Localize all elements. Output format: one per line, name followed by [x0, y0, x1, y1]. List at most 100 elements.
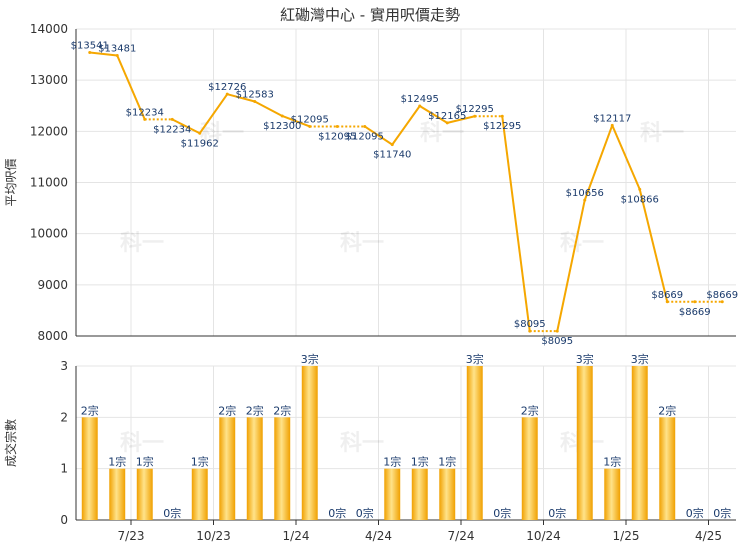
price-point [610, 123, 614, 127]
volume-bar-label: 2宗 [273, 403, 291, 417]
volume-bar [136, 468, 153, 520]
price-point [445, 121, 449, 125]
volume-bar-label: 2宗 [81, 403, 99, 417]
price-point [473, 114, 477, 118]
price-data-label: $12583 [236, 90, 274, 101]
price-point [143, 117, 147, 121]
volume-bar [301, 366, 318, 520]
watermark-text: 科一 [120, 231, 164, 256]
price-point [665, 300, 669, 304]
volume-bar-label: 1宗 [136, 455, 154, 469]
price-data-label: $8669 [651, 290, 683, 301]
volume-bar [246, 417, 263, 520]
x-tick-label: 10/24 [526, 529, 561, 543]
price-data-label: $12234 [153, 124, 191, 135]
volume-bar-label: 1宗 [191, 455, 209, 469]
price-point [170, 117, 174, 121]
price-line-segment [583, 125, 614, 201]
volume-bar [521, 417, 538, 520]
volume-bar-label: 1宗 [438, 455, 456, 469]
price-y-tick: 9000 [37, 278, 68, 292]
volume-bar [631, 366, 648, 520]
price-y-tick: 11000 [30, 176, 68, 190]
price-data-label: $12295 [456, 104, 494, 115]
volume-bar-label: 2宗 [521, 403, 539, 417]
watermark-text: 科一 [340, 231, 384, 256]
price-data-label: $8095 [541, 336, 573, 347]
price-point [693, 300, 697, 304]
volume-bar-label: 1宗 [108, 455, 126, 469]
price-data-label: $12234 [126, 107, 164, 118]
price-data-label: $8095 [514, 319, 546, 330]
price-point [418, 104, 422, 108]
price-point [363, 124, 367, 128]
x-tick-label: 4/24 [365, 529, 392, 543]
chart-title: 紅磡灣中心 - 實用呎價走勢 [280, 6, 460, 24]
price-point [583, 198, 587, 202]
price-data-label: $12300 [263, 121, 301, 132]
price-point [308, 124, 312, 128]
price-data-label: $13481 [98, 44, 136, 55]
price-y-tick: 13000 [30, 73, 68, 87]
watermark-text: 科一 [640, 121, 684, 146]
price-data-label: $12295 [483, 121, 521, 132]
price-point [115, 54, 119, 58]
price-line-segment [501, 116, 531, 332]
price-line-segment [226, 93, 256, 103]
volume-bar [81, 417, 98, 520]
price-line-segment [638, 189, 669, 303]
price-data-label: $12117 [593, 113, 631, 124]
price-line-segment [611, 124, 641, 190]
price-point [528, 329, 532, 333]
price-point [555, 329, 559, 333]
price-data-label: $8669 [679, 307, 711, 318]
x-tick-label: 1/25 [613, 529, 640, 543]
volume-bar-label: 1宗 [411, 455, 429, 469]
price-data-label: $10656 [566, 188, 604, 199]
volume-y-tick: 1 [60, 462, 68, 476]
price-data-label: $12165 [428, 111, 466, 122]
volume-bar-label: 0宗 [493, 506, 511, 520]
x-tick-label: 7/24 [448, 529, 475, 543]
volume-bar-label: 0宗 [548, 506, 566, 520]
price-line-segment [89, 51, 118, 57]
volume-y-tick: 3 [60, 359, 68, 373]
watermark-text: 科一 [420, 121, 464, 146]
price-point [720, 300, 724, 304]
watermark-text: 科一 [560, 231, 604, 256]
x-tick-label: 7/23 [118, 529, 145, 543]
price-data-label: $12495 [401, 94, 439, 105]
price-point [280, 114, 284, 118]
price-line-segment [556, 199, 586, 332]
price-line-segment [171, 118, 201, 135]
price-point [88, 50, 92, 54]
price-y-tick: 10000 [30, 227, 68, 241]
volume-bar-label: 0宗 [163, 506, 181, 520]
volume-bar-label: 1宗 [603, 455, 621, 469]
price-y-tick: 8000 [37, 329, 68, 343]
volume-y-tick: 0 [60, 513, 68, 527]
price-point [225, 92, 229, 96]
x-tick-label: 1/24 [283, 529, 310, 543]
price-point [500, 114, 504, 118]
price-line-segment [116, 55, 146, 120]
price-line-segment [364, 125, 393, 146]
volume-bar [411, 468, 428, 520]
volume-bar-label: 3宗 [576, 352, 594, 366]
volume-bar [219, 417, 236, 520]
volume-bar [274, 417, 291, 520]
price-point [390, 143, 394, 147]
volume-bar-label: 3宗 [631, 352, 649, 366]
volume-bar-label: 0宗 [356, 506, 374, 520]
price-line-segment [281, 115, 311, 128]
price-line-segment [198, 93, 229, 134]
price-data-label: $10866 [621, 194, 659, 205]
price-y-axis-title: 平均呎價 [4, 158, 18, 206]
volume-bar [109, 468, 126, 520]
volume-bar [384, 468, 401, 520]
price-data-label: $12095 [346, 131, 384, 142]
price-data-label: $12095 [291, 114, 329, 125]
volume-bar-label: 2宗 [218, 403, 236, 417]
volume-bar-label: 1宗 [383, 455, 401, 469]
